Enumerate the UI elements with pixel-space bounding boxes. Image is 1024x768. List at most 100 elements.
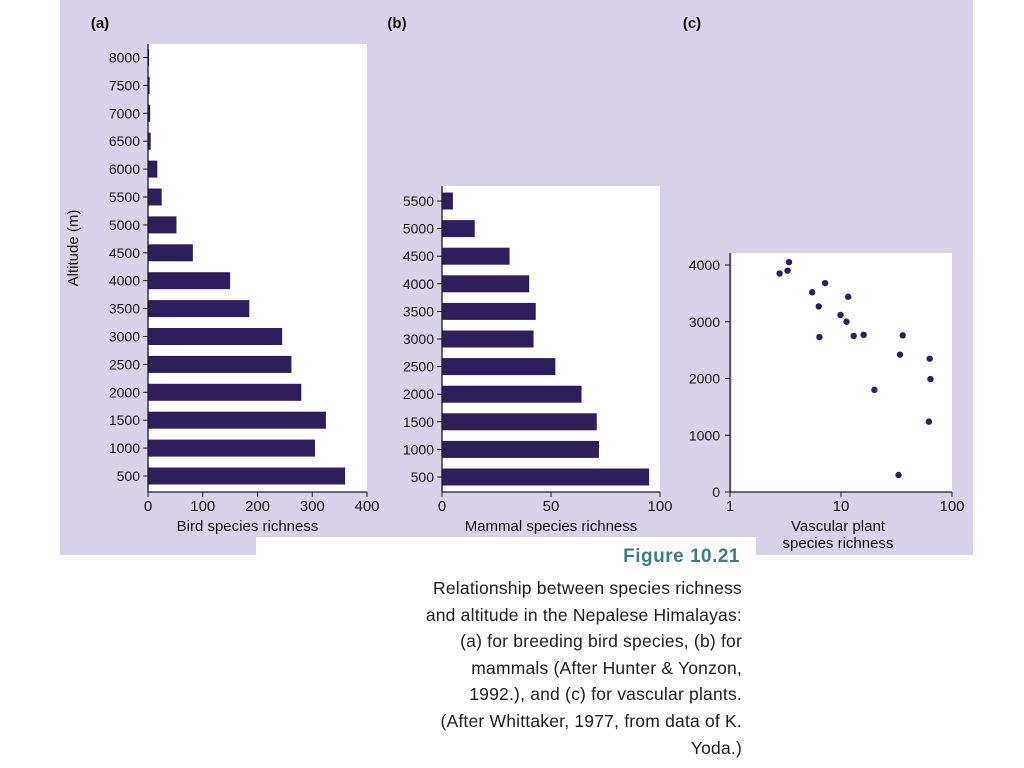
panel-label: (b) (387, 15, 406, 32)
bar (442, 275, 530, 293)
y-tick-label: 4500 (403, 248, 434, 264)
bar (148, 300, 250, 318)
y-tick-label: 5000 (403, 221, 434, 237)
y-tick-label: 3500 (403, 303, 434, 319)
bar-chart-b: (b)5001000150020002500300035004000450050… (387, 15, 672, 535)
data-point (850, 332, 857, 340)
y-tick-label: 2500 (403, 359, 434, 375)
y-tick-label: 500 (411, 469, 435, 485)
bar (442, 358, 556, 376)
bar (442, 220, 475, 238)
x-axis-label: Bird species richness (177, 518, 319, 535)
y-tick-label: 3000 (109, 329, 140, 345)
x-tick-label: 400 (354, 498, 379, 515)
figure-title: Figure 10.21 (623, 546, 740, 567)
bar (442, 247, 510, 265)
bar (148, 328, 283, 345)
data-point (816, 333, 823, 341)
y-tick-label: 6000 (109, 161, 140, 177)
bar (148, 76, 150, 94)
bar (148, 383, 302, 401)
x-tick-label: 100 (647, 498, 672, 515)
y-tick-label: 500 (117, 468, 141, 484)
y-tick-label: 1000 (689, 427, 720, 443)
x-axis-label: Vascular plant species richness (783, 518, 894, 552)
x-tick-label: 50 (543, 498, 560, 515)
scatter-chart-c: (c) 0 1000 2000 3000 4000 1 10 100 Vascular plant… (683, 15, 965, 552)
y-tick-label: 3500 (109, 301, 140, 317)
y-tick-label: 4000 (109, 273, 140, 289)
plot-area (732, 253, 952, 492)
data-point (844, 293, 852, 300)
data-point (899, 332, 906, 339)
x-tick-label: 100 (190, 498, 215, 515)
caption-panel (256, 537, 756, 768)
bar (442, 468, 650, 486)
y-tick-label: 2000 (109, 384, 140, 400)
panel-label: (c) (683, 15, 701, 32)
bar (148, 160, 158, 178)
x-tick-label: 0 (144, 498, 152, 515)
data-point (843, 318, 850, 325)
panel-label: (a) (91, 15, 109, 32)
y-tick-label: 1500 (403, 414, 434, 430)
bar (442, 440, 599, 458)
x-axis-label: Mammal species richness (465, 518, 638, 535)
x-tick-label: 0 (438, 498, 446, 515)
bar (148, 132, 151, 150)
y-tick-label: 4000 (689, 257, 720, 273)
data-point (821, 279, 829, 287)
y-tick-label: 2000 (403, 386, 434, 402)
data-point (785, 258, 793, 266)
data-point (927, 375, 934, 383)
y-tick-label: 4500 (109, 245, 140, 261)
y-tick-label: 3000 (403, 331, 434, 347)
data-point (808, 289, 816, 296)
bar-chart-a: (a)5001000150020002500300035004000450050… (65, 15, 380, 535)
x-tick-label: 10 (833, 498, 850, 515)
caption-line: mammals (After Hunter & Yonzon, (471, 657, 742, 678)
data-point (815, 303, 822, 310)
x-tick-label: 100 (939, 498, 964, 515)
bar (148, 104, 151, 122)
bar (148, 272, 231, 290)
data-point (895, 471, 902, 479)
bar (442, 330, 534, 348)
y-tick-label: 6500 (109, 133, 140, 149)
bar (148, 355, 292, 373)
bar (148, 467, 346, 485)
data-point (776, 270, 783, 277)
bar (148, 244, 193, 262)
bar (148, 411, 326, 429)
caption-line: Relationship between species richness (433, 578, 742, 598)
data-point (871, 386, 878, 394)
y-tick-label: 5500 (403, 193, 434, 209)
y-tick-label: 1500 (109, 412, 140, 428)
y-tick-label: 5000 (109, 217, 140, 233)
bar (148, 188, 162, 206)
x-tick-label: 1 (726, 498, 734, 515)
y-tick-label: 7500 (109, 77, 140, 93)
y-tick-label: 1000 (109, 440, 140, 456)
y-axis-label: Altitude (m) (65, 210, 82, 287)
y-tick-label: 5500 (109, 189, 140, 205)
bar (442, 302, 536, 320)
y-tick-label: 2000 (689, 371, 720, 387)
caption-line: 1992.), and (c) for vascular plants. (469, 684, 742, 705)
y-tick-label: 7000 (109, 105, 140, 121)
bar (442, 192, 453, 210)
caption-line: (a) for breeding bird species, (b) for (460, 631, 742, 652)
data-point (925, 418, 933, 425)
y-tick-label: 0 (712, 484, 720, 500)
y-tick-label: 2500 (109, 356, 140, 372)
bar (148, 439, 315, 457)
y-tick-label: 1000 (403, 441, 434, 457)
bar (442, 385, 582, 403)
caption-line: and altitude in the Nepalese Himalayas: (425, 604, 742, 625)
data-point (837, 311, 844, 319)
figure-caption: Relationship between species richness an… (256, 575, 742, 761)
x-tick-label: 300 (300, 498, 325, 515)
caption-line: Yoda.) (690, 737, 742, 758)
data-point (860, 331, 867, 339)
